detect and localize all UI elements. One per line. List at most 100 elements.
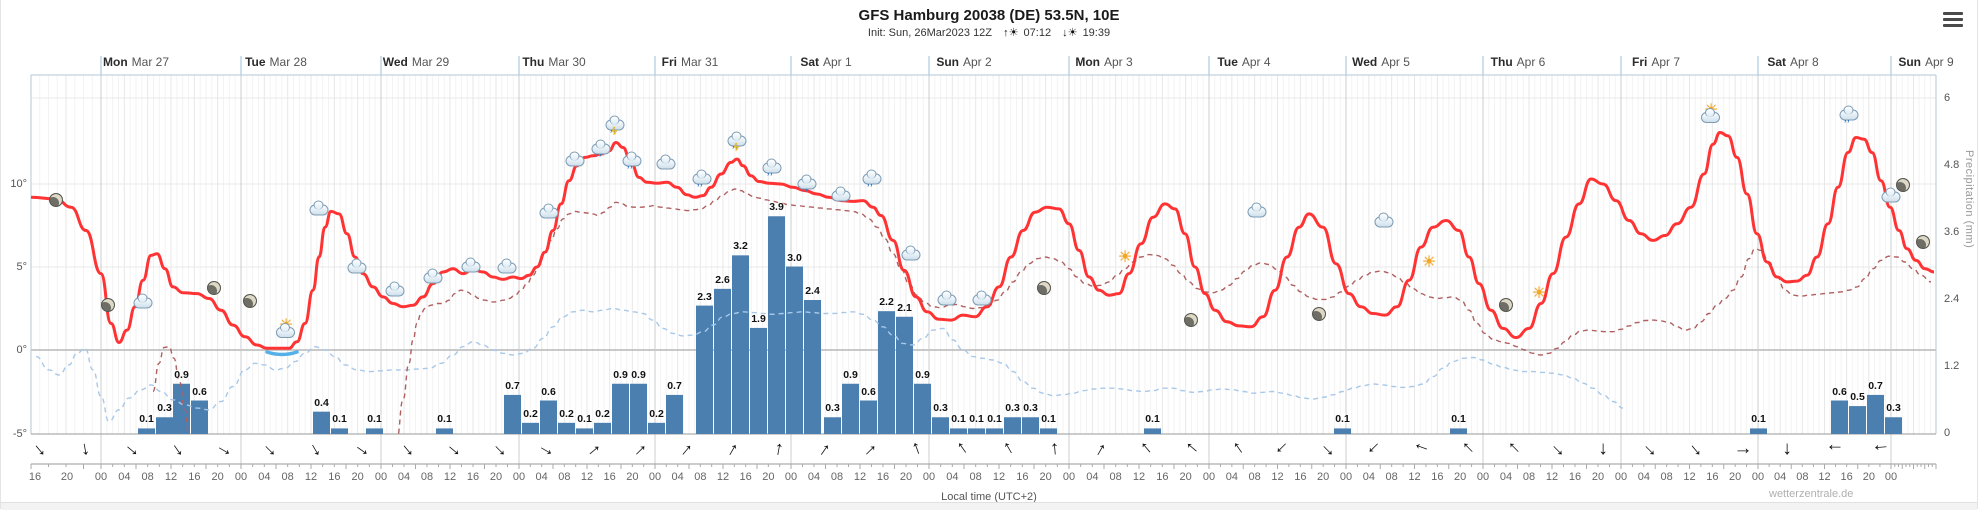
precip-value: 0.9 — [843, 368, 858, 381]
time-tick-label: 16 — [1840, 471, 1853, 483]
moon-icon — [1037, 281, 1051, 295]
time-tick-label: 16 — [1294, 471, 1307, 483]
precip-bar — [1450, 428, 1467, 434]
hamburger-menu-icon[interactable] — [1943, 12, 1963, 28]
cloud-rain-icon: ’’ — [591, 139, 611, 163]
precip-value: 0.5 — [1850, 391, 1865, 404]
precip-bar — [950, 428, 967, 434]
cloud-icon — [656, 154, 676, 170]
time-tick-label: 04 — [1086, 471, 1099, 483]
precip-bar — [968, 428, 985, 434]
precip-value: 0.2 — [595, 407, 610, 420]
sun-icon: ☀ — [1531, 285, 1547, 302]
day-name: Thu — [1490, 55, 1513, 69]
temperature-curve — [31, 131, 1935, 350]
cloud-thunder-icon: ’’ ϟ — [727, 131, 747, 155]
day-date: Mar 31 — [680, 55, 719, 69]
day-label: Thu Apr 6 — [1491, 55, 1546, 69]
time-tick-label: 00 — [1884, 471, 1898, 483]
precip-bar — [1831, 400, 1848, 434]
x-axis-label: Local time (UTC+2) — [941, 491, 1037, 503]
time-tick-label: 00 — [1476, 471, 1490, 483]
day-date: Apr 1 — [823, 55, 852, 69]
precip-bar — [522, 422, 539, 434]
hamburger-bar — [1943, 24, 1963, 27]
time-tick-label: 12 — [1132, 471, 1146, 483]
precip-value: 0.3 — [157, 402, 172, 415]
day-date: Apr 3 — [1103, 55, 1133, 69]
time-tick-label: 08 — [141, 471, 154, 483]
time-tick-label: 08 — [969, 471, 982, 483]
precip-value: 0.7 — [1868, 379, 1883, 392]
precip-value: 0.3 — [1023, 402, 1038, 415]
precip-value: 0.1 — [437, 413, 452, 426]
precip-bar — [842, 383, 859, 434]
precip-bar — [896, 316, 913, 434]
page-title: GFS Hamburg 20038 (DE) 53.5N, 10E — [858, 7, 1120, 24]
time-tick-label: 00 — [512, 471, 526, 483]
time-tick-label: 12 — [443, 471, 457, 483]
temp-axis-tick: -5° — [12, 428, 27, 440]
time-tick-label: 08 — [1109, 471, 1122, 483]
cloud-icon — [565, 151, 585, 167]
freezing-highlight — [265, 350, 299, 357]
day-date: Mar 30 — [548, 55, 586, 69]
precip-value: 0.1 — [969, 413, 984, 426]
precip-bar — [824, 417, 841, 434]
precip-value: 0.1 — [332, 413, 347, 426]
cloud-icon — [972, 290, 992, 306]
cloud-icon — [347, 258, 367, 274]
precip-bar — [1022, 417, 1039, 434]
time-tick-label: 00 — [374, 471, 388, 483]
precip-value: 0.3 — [933, 402, 948, 415]
precip-bar — [576, 428, 593, 434]
time-tick-label: 12 — [1818, 471, 1831, 483]
dewpoint-dashed-curve — [35, 307, 1624, 423]
precip-bar — [331, 428, 348, 434]
time-tick-label: 00 — [922, 471, 936, 483]
time-tick-label: 00 — [1062, 471, 1076, 483]
precip-value: 0.7 — [667, 379, 682, 392]
time-tick-label: 12 — [580, 471, 594, 483]
precip-bar — [1040, 428, 1057, 434]
time-tick-label: 20 — [1729, 471, 1742, 483]
precip-value: 0.4 — [314, 396, 329, 409]
time-tick-label: 00 — [94, 471, 108, 483]
wind-arrow: → — [1825, 439, 1845, 460]
precip-bar — [173, 383, 190, 434]
time-tick-label: 08 — [1248, 471, 1261, 483]
time-tick-label: 16 — [188, 471, 201, 483]
precip-bar — [1144, 428, 1161, 434]
precip-bar — [1334, 428, 1351, 434]
precip-bar — [804, 300, 821, 434]
chart-header: GFS Hamburg 20038 (DE) 53.5N, 10E Init: … — [1, 0, 1977, 39]
cloud-icon — [385, 281, 405, 297]
time-tick-label: 04 — [1225, 471, 1238, 483]
precip-bar — [986, 428, 1003, 434]
time-tick-label: 08 — [1660, 471, 1673, 483]
time-tick-label: 08 — [1385, 471, 1398, 483]
day-name: Sat — [800, 55, 819, 69]
time-tick-label: 16 — [1706, 471, 1719, 483]
precip-axis-tick: 3.6 — [1944, 226, 1960, 238]
cloud-rain-icon: ’’ — [1839, 105, 1859, 129]
chart-subtitle: Init: Sun, 26Mar2023 12Z ↑☀ 07:12 ↓☀ 19:… — [1, 26, 1977, 39]
time-tick-label: 20 — [351, 471, 364, 483]
time-tick-label: 12 — [164, 471, 178, 483]
day-name: Sun — [1898, 55, 1921, 69]
day-label: Thu Mar 30 — [522, 55, 585, 69]
day-name: Sun — [936, 55, 959, 69]
cloud-icon — [901, 245, 921, 261]
precip-value: 0.1 — [1041, 413, 1056, 426]
time-tick-label: 20 — [489, 471, 503, 483]
precip-bar — [1885, 417, 1902, 434]
day-name: Thu — [522, 55, 545, 69]
moon-icon — [1896, 178, 1910, 192]
precip-bar — [540, 400, 557, 434]
time-tick-label: 12 — [1271, 471, 1284, 483]
cloud-icon — [423, 268, 443, 284]
day-date: Apr 5 — [1381, 55, 1410, 69]
precip-value: 2.2 — [879, 296, 894, 309]
day-date: Apr 2 — [962, 55, 992, 69]
